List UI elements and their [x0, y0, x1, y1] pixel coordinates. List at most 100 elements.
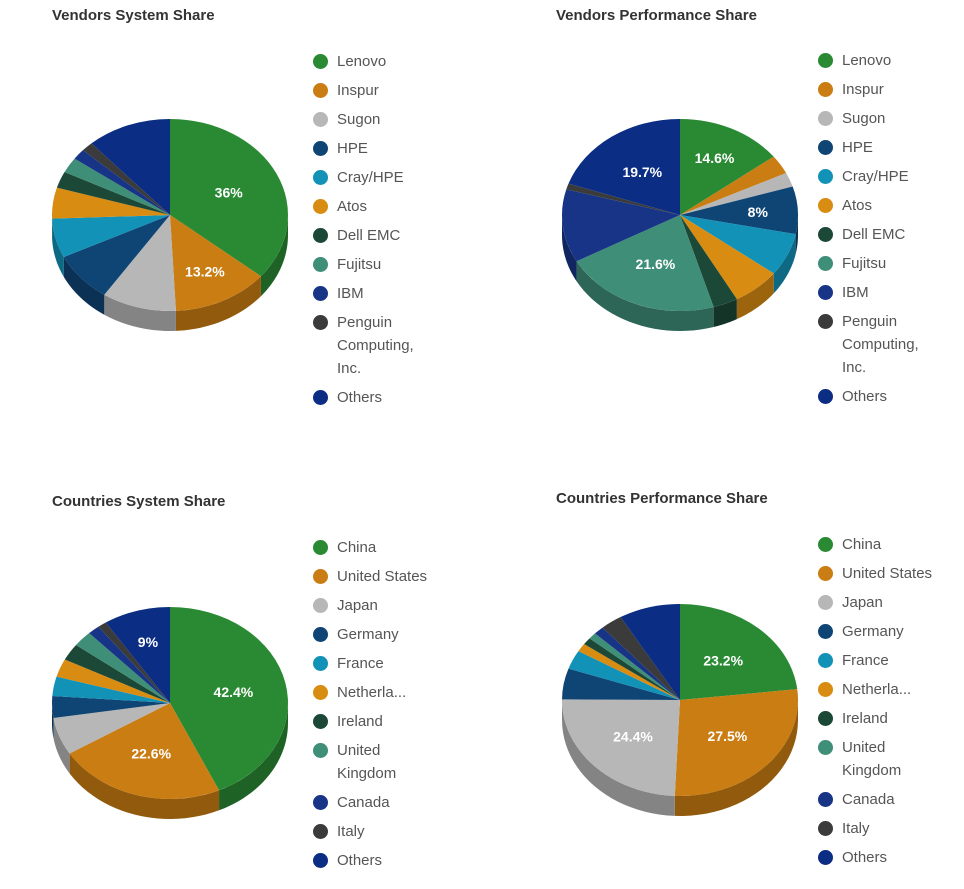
legend-swatch: [313, 627, 328, 642]
pie-slice-netherla[interactable]: [578, 644, 680, 700]
legend-label: Fujitsu: [337, 256, 382, 273]
vendors-performance-pie: 14.6% 8% 21.6% 19.7%: [562, 119, 798, 331]
legend-item-lenovo[interactable]: Lenovo: [313, 52, 437, 73]
pie-slice-others[interactable]: [620, 604, 680, 700]
legend-swatch: [818, 111, 833, 126]
pie-slice-lenovo[interactable]: [170, 119, 288, 277]
pie-slice-penguin-computing-inc[interactable]: [566, 183, 680, 215]
legend-label: China: [337, 539, 377, 556]
slice-label-others: 9%: [138, 634, 159, 650]
pie-slice-fujitsu[interactable]: [576, 215, 714, 312]
pie-slice-italy[interactable]: [602, 617, 680, 700]
legend-item-canada[interactable]: Canada: [313, 793, 437, 814]
pie-slice-germany[interactable]: [52, 695, 170, 718]
pie-slice-others[interactable]: [568, 119, 680, 215]
pie-slice-inspur[interactable]: [680, 156, 787, 215]
legend-item-ireland[interactable]: Ireland: [818, 709, 942, 730]
pie-slice-hpe[interactable]: [680, 186, 798, 235]
legend-item-dell-emc[interactable]: Dell EMC: [818, 225, 942, 246]
legend-item-inspur[interactable]: Inspur: [313, 81, 437, 102]
pie-slice-inspur[interactable]: [170, 215, 261, 311]
pie-slice-dell-emc[interactable]: [56, 171, 170, 215]
pie-slice-atos[interactable]: [680, 215, 774, 300]
pie-slice-ireland[interactable]: [584, 638, 680, 700]
pie-slice-china[interactable]: [170, 607, 288, 791]
legend-item-dell-emc[interactable]: Dell EMC: [313, 226, 437, 247]
legend-item-france[interactable]: France: [313, 654, 437, 675]
legend-item-ibm[interactable]: IBM: [818, 283, 942, 304]
legend-item-hpe[interactable]: HPE: [313, 139, 437, 160]
pie-slice-france[interactable]: [52, 676, 170, 703]
pie-slice-japan[interactable]: [561, 699, 680, 796]
legend-swatch: [313, 112, 328, 127]
legend-item-netherla[interactable]: Netherla...: [313, 683, 437, 704]
pie-slice-united-states[interactable]: [674, 689, 799, 797]
legend-item-fujitsu[interactable]: Fujitsu: [313, 255, 437, 276]
legend-item-others[interactable]: Others: [313, 388, 437, 409]
legend-item-sugon[interactable]: Sugon: [818, 109, 942, 130]
legend-item-lenovo[interactable]: Lenovo: [818, 51, 942, 72]
legend-item-ibm[interactable]: IBM: [313, 284, 437, 305]
legend-item-canada[interactable]: Canada: [818, 790, 942, 811]
pie-slice-united-kingdom[interactable]: [589, 633, 680, 700]
pie-slice-japan[interactable]: [53, 703, 171, 754]
legend-item-penguin-computing-inc[interactable]: Penguin Computing, Inc.: [313, 313, 437, 380]
legend-swatch: [313, 83, 328, 98]
legend-item-united-kingdom[interactable]: United Kingdom: [313, 741, 437, 785]
pie-slice-penguin-computing-inc[interactable]: [82, 143, 170, 215]
pie-slice-ireland[interactable]: [64, 644, 170, 703]
pie-slice-sugon[interactable]: [104, 215, 176, 312]
legend-item-others[interactable]: Others: [818, 848, 942, 869]
pie-slice-china[interactable]: [680, 604, 798, 700]
legend-item-inspur[interactable]: Inspur: [818, 80, 942, 101]
legend-item-atos[interactable]: Atos: [818, 196, 942, 217]
legend-item-ireland[interactable]: Ireland: [313, 712, 437, 733]
pie-slice-ibm[interactable]: [74, 150, 170, 215]
pie-slice-others[interactable]: [105, 607, 170, 703]
pie-slice-germany[interactable]: [562, 668, 680, 700]
legend-item-netherla[interactable]: Netherla...: [818, 680, 942, 701]
pie-slice-fujitsu[interactable]: [64, 158, 170, 215]
legend-label: Atos: [337, 198, 368, 215]
pie-slice-hpe[interactable]: [63, 215, 171, 295]
legend-item-others[interactable]: Others: [313, 851, 437, 872]
legend-item-germany[interactable]: Germany: [313, 625, 437, 646]
legend-label: Others: [337, 852, 383, 869]
legend-item-cray-hpe[interactable]: Cray/HPE: [313, 168, 437, 189]
legend-item-united-kingdom[interactable]: United Kingdom: [818, 738, 942, 782]
legend-item-japan[interactable]: Japan: [818, 593, 942, 614]
pie-slice-canada[interactable]: [89, 626, 170, 703]
legend-label: Cray/HPE: [337, 169, 404, 186]
legend-item-germany[interactable]: Germany: [818, 622, 942, 643]
pie-slice-cray-hpe[interactable]: [52, 215, 170, 257]
pie-slice-ibm[interactable]: [562, 189, 680, 262]
legend-item-france[interactable]: France: [818, 651, 942, 672]
pie-slice-others[interactable]: [91, 119, 170, 215]
pie-slice-netherla[interactable]: [56, 659, 170, 704]
pie-slice-sugon[interactable]: [680, 173, 793, 215]
legend-item-others[interactable]: Others: [818, 387, 942, 408]
legend-item-sugon[interactable]: Sugon: [313, 110, 437, 131]
pie-slice-italy[interactable]: [98, 622, 170, 703]
legend-item-united-states[interactable]: United States: [818, 564, 942, 585]
pie-slice-lenovo[interactable]: [680, 119, 774, 215]
legend-item-united-states[interactable]: United States: [313, 567, 437, 588]
legend-item-italy[interactable]: Italy: [818, 819, 942, 840]
legend-item-italy[interactable]: Italy: [313, 822, 437, 843]
pie-slice-atos[interactable]: [51, 187, 170, 219]
legend-item-china[interactable]: China: [313, 538, 437, 559]
legend-item-japan[interactable]: Japan: [313, 596, 437, 617]
legend-item-cray-hpe[interactable]: Cray/HPE: [818, 167, 942, 188]
pie-slice-canada[interactable]: [595, 627, 680, 700]
pie-slice-dell-emc[interactable]: [680, 215, 737, 308]
pie-slice-france[interactable]: [568, 651, 680, 700]
legend-item-penguin-computing-inc[interactable]: Penguin Computing, Inc.: [818, 312, 942, 379]
pie-slice-cray-hpe[interactable]: [680, 215, 796, 274]
pie-side-lenovo: [260, 215, 288, 297]
legend-item-atos[interactable]: Atos: [313, 197, 437, 218]
pie-slice-united-states[interactable]: [69, 703, 220, 799]
pie-slice-united-kingdom[interactable]: [76, 633, 170, 703]
legend-item-china[interactable]: China: [818, 535, 942, 556]
legend-item-hpe[interactable]: HPE: [818, 138, 942, 159]
legend-item-fujitsu[interactable]: Fujitsu: [818, 254, 942, 275]
